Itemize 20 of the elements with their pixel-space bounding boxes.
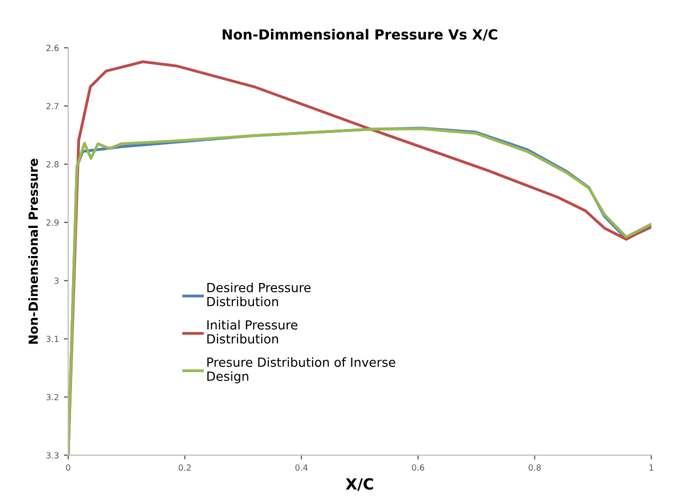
- legend-label: Desired Pressure Distribution: [207, 282, 311, 306]
- x-axis-title: X/C: [346, 478, 374, 491]
- y-tick-label: 2.7: [46, 102, 58, 110]
- legend-label: Presure Distribution of Inverse Design: [207, 357, 396, 384]
- y-tick-label: 3.3: [46, 452, 59, 458]
- y-tick-label: 3: [54, 278, 59, 284]
- x-tick-label: 1: [650, 464, 654, 471]
- x-tick-label: 0.4: [295, 464, 308, 471]
- x-tick-label: 0.6: [412, 464, 424, 471]
- chart-title: Non-Dimmensional Pressure Vs X/C: [222, 28, 498, 41]
- legend-label: Initial Pressure Distribution: [207, 320, 298, 344]
- y-axis-title: Non-Dimensional Pressure: [28, 158, 38, 344]
- y-tick-label: 3.2: [46, 394, 58, 400]
- y-tick-label: 2.9: [46, 219, 59, 226]
- x-tick-label: 0.2: [178, 464, 191, 471]
- y-tick-label: 2.6: [46, 44, 59, 52]
- y-tick-label: 3.1: [46, 336, 58, 342]
- x-tick-label: 0: [66, 464, 70, 471]
- y-tick-label: 2.8: [46, 161, 59, 168]
- x-tick-label: 0.8: [528, 464, 541, 471]
